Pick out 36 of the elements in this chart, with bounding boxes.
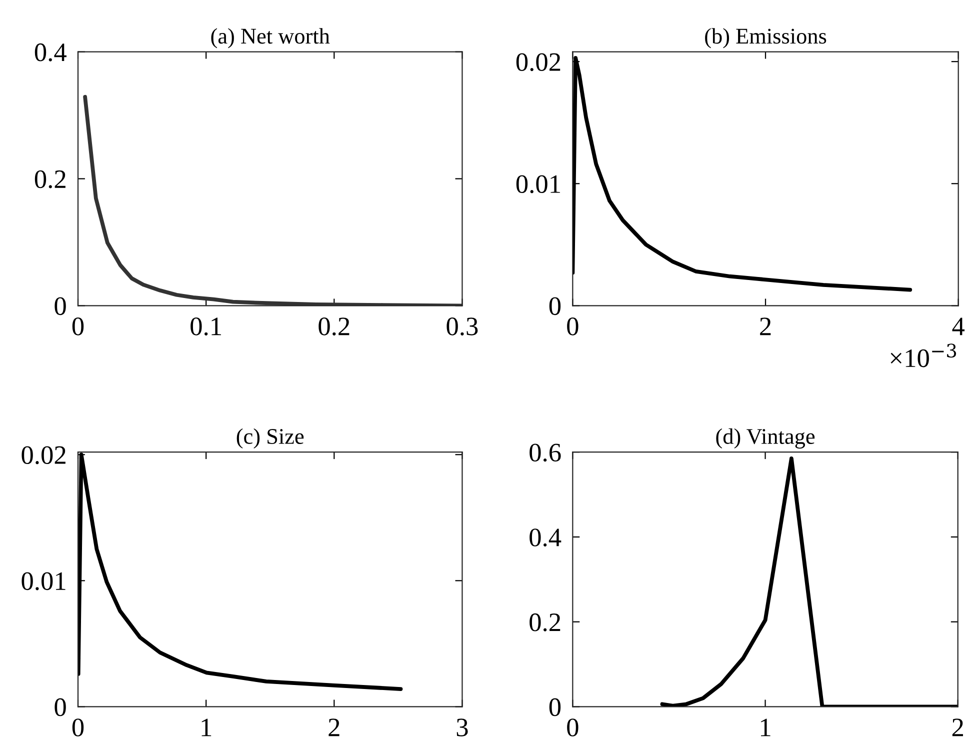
x-tick-label: 1 — [202, 718, 212, 736]
x-tick-label: 2 — [952, 718, 963, 736]
chart-title: (c) Size — [236, 428, 304, 448]
chart-title: (b) Emissions — [705, 28, 826, 48]
y-tick-label: 0 — [549, 297, 561, 316]
y-tick-label: 0.02 — [22, 446, 66, 464]
x-tick-label: 0.2 — [318, 318, 350, 336]
y-tick-label: 0.01 — [516, 175, 560, 194]
y-tick-label: 0 — [54, 698, 66, 716]
line-series — [572, 56, 912, 292]
line-series — [78, 452, 403, 691]
y-tick-label: 0.2 — [34, 170, 66, 188]
x-tick-label: 0.1 — [190, 318, 221, 336]
y-tick-label: 0.02 — [516, 53, 560, 72]
y-tick-label: 0.4 — [530, 528, 562, 546]
y-tick-label: 0 — [54, 297, 66, 316]
x-tick-label: 3 — [456, 718, 468, 736]
y-tick-label: 0.2 — [530, 613, 560, 632]
x-tick-label: 1 — [760, 718, 770, 736]
y-tick-label: 0.6 — [530, 444, 561, 462]
x-tick-label: 0 — [567, 718, 578, 736]
x-tick-label: 0 — [72, 718, 84, 736]
y-tick-label: 0 — [549, 698, 561, 716]
line-series — [83, 94, 462, 306]
x-tick-label: 0.3 — [446, 318, 478, 336]
x-tick-label: 0 — [567, 318, 578, 336]
x-tick-label: 4 — [952, 318, 965, 336]
text: ×10$^{−3}$ — [890, 344, 956, 368]
y-tick-label: 0.4 — [34, 43, 66, 62]
x-tick-label: 2 — [328, 718, 340, 736]
chart-title: (a) Net worth — [211, 28, 330, 48]
x-tick-label: 0 — [72, 318, 84, 336]
y-tick-label: 0.01 — [22, 572, 66, 590]
line-series — [660, 456, 958, 707]
chart-title: (d) Vintage — [716, 428, 815, 449]
x-tick-label: 2 — [760, 318, 771, 336]
